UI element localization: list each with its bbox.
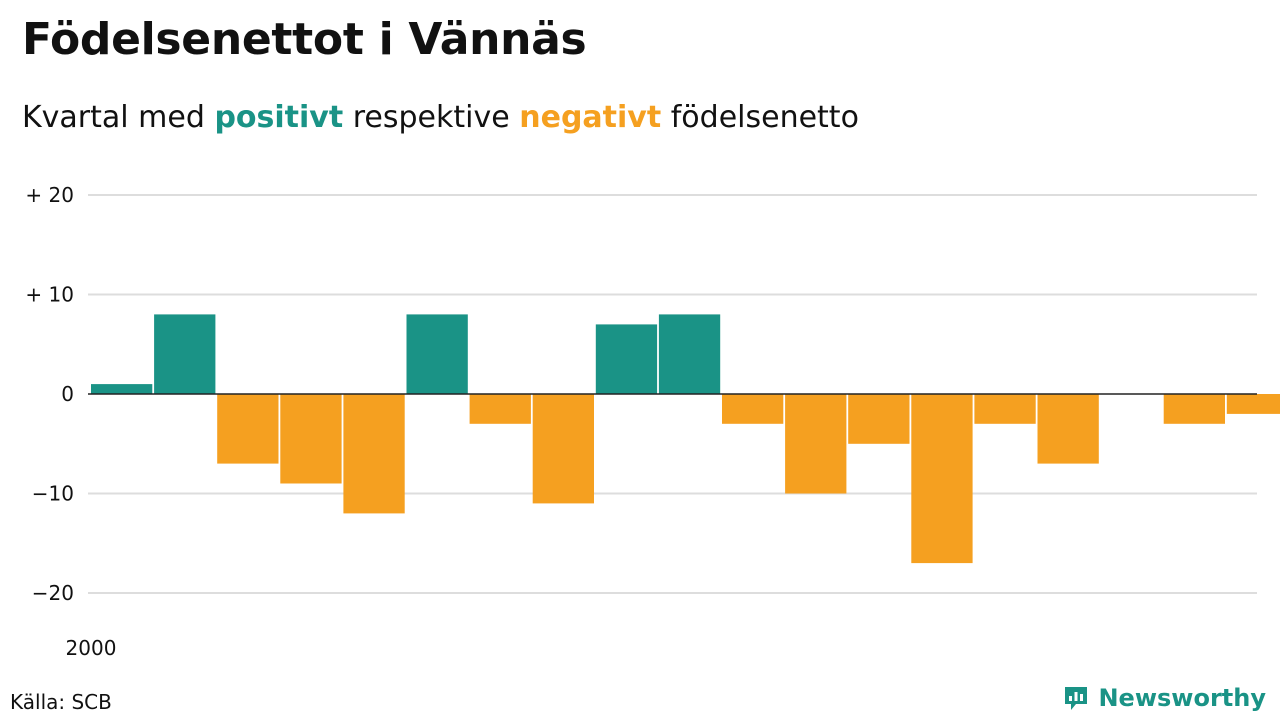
bar-negative <box>722 394 784 424</box>
bar-negative <box>217 394 279 464</box>
y-tick-label: 0 <box>61 382 74 406</box>
chart-title: Födelsenettot i Vännäs <box>22 14 587 65</box>
bar-positive <box>658 314 721 394</box>
subtitle-middle: respektive <box>352 100 510 135</box>
bar-negative <box>343 394 405 514</box>
bar-negative <box>1163 394 1225 424</box>
brand-name: Newsworthy <box>1098 684 1266 712</box>
subtitle-prefix: Kvartal med <box>22 100 205 135</box>
bar-positive <box>154 314 216 394</box>
newsworthy-logo-icon <box>1065 687 1088 710</box>
subtitle-positive-word: positivt <box>214 100 344 135</box>
y-tick-label: −20 <box>32 581 74 605</box>
y-tick-label: + 20 <box>25 183 74 207</box>
y-tick-label: −10 <box>32 482 74 506</box>
bar-positive <box>595 324 658 394</box>
subtitle-negative-word: negativt <box>519 100 662 135</box>
y-tick-label: + 10 <box>25 283 74 307</box>
bar-negative <box>974 394 1036 424</box>
source-note: Källa: SCB <box>10 690 112 714</box>
y-axis-labels: + 20 + 10 0 −10 −20 <box>25 183 74 605</box>
chart-subtitle: Kvartal med positivt respektive negativt… <box>22 100 859 135</box>
x-axis-labels: 20002005201020152020 <box>66 636 117 660</box>
brand-logo: Newsworthy <box>1062 684 1266 712</box>
bars <box>91 314 1280 564</box>
bar-negative <box>280 394 342 484</box>
bar-positive <box>91 384 153 394</box>
bar-negative <box>532 394 594 504</box>
subtitle-suffix: födelsenetto <box>670 100 859 135</box>
bar-negative <box>848 394 910 444</box>
bar-positive <box>406 314 468 394</box>
bar-negative <box>1037 394 1099 464</box>
gridlines <box>88 194 1257 594</box>
bar-negative <box>911 394 973 564</box>
bar-negative <box>469 394 531 424</box>
bar-negative <box>785 394 847 494</box>
x-tick-label: 2000 <box>66 636 117 660</box>
bar-negative <box>1226 394 1280 414</box>
